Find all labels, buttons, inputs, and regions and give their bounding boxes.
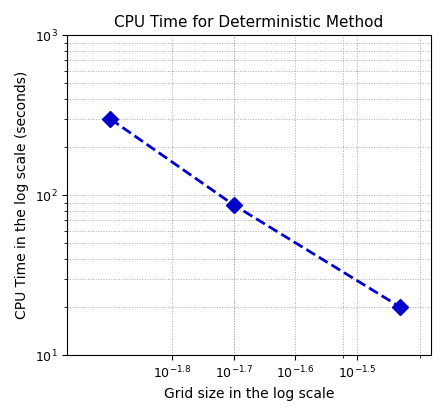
Title: CPU Time for Deterministic Method: CPU Time for Deterministic Method [115, 15, 384, 30]
X-axis label: Grid size in the log scale: Grid size in the log scale [164, 387, 334, 401]
Y-axis label: CPU Time in the log scale (seconds): CPU Time in the log scale (seconds) [15, 71, 29, 319]
